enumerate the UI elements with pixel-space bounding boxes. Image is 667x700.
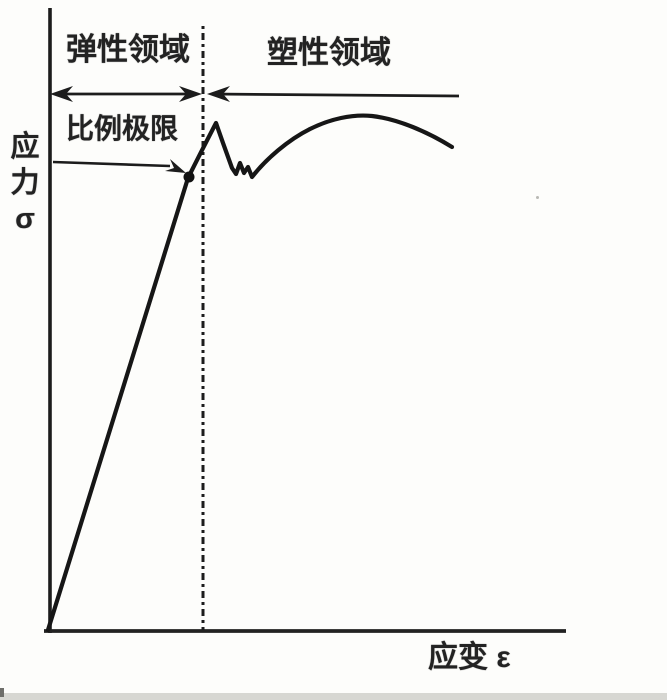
- plastic-arrow-shaft: [211, 92, 460, 98]
- plastic-arrowhead-left-icon: [207, 86, 230, 102]
- scan-artifact-notch: [0, 688, 4, 697]
- elastic-arrowhead-right-icon: [179, 86, 202, 102]
- elastic-region-arrow: [50, 86, 202, 102]
- proportional-limit-arrow: [52, 159, 186, 173]
- proportional-limit-arrowhead-icon: [165, 159, 186, 173]
- plastic-region-label: 塑性领域: [267, 35, 391, 70]
- x-axis-label: 应变 ε: [428, 641, 511, 674]
- stress-strain-curve: [45, 113, 455, 633]
- elastic-arrowhead-left-icon: [50, 86, 73, 102]
- elastic-region-label: 弹性领域: [66, 32, 190, 67]
- scan-artifact-speck: [536, 196, 539, 199]
- proportional-limit-label: 比例极限: [66, 113, 179, 144]
- proportional-limit-point: [183, 171, 195, 183]
- y-axis-label: 应 力 σ: [10, 131, 40, 235]
- plastic-region-arrow: [207, 86, 460, 102]
- scan-artifact-band: [0, 693, 667, 700]
- proportional-limit-arrow-shaft: [52, 160, 171, 168]
